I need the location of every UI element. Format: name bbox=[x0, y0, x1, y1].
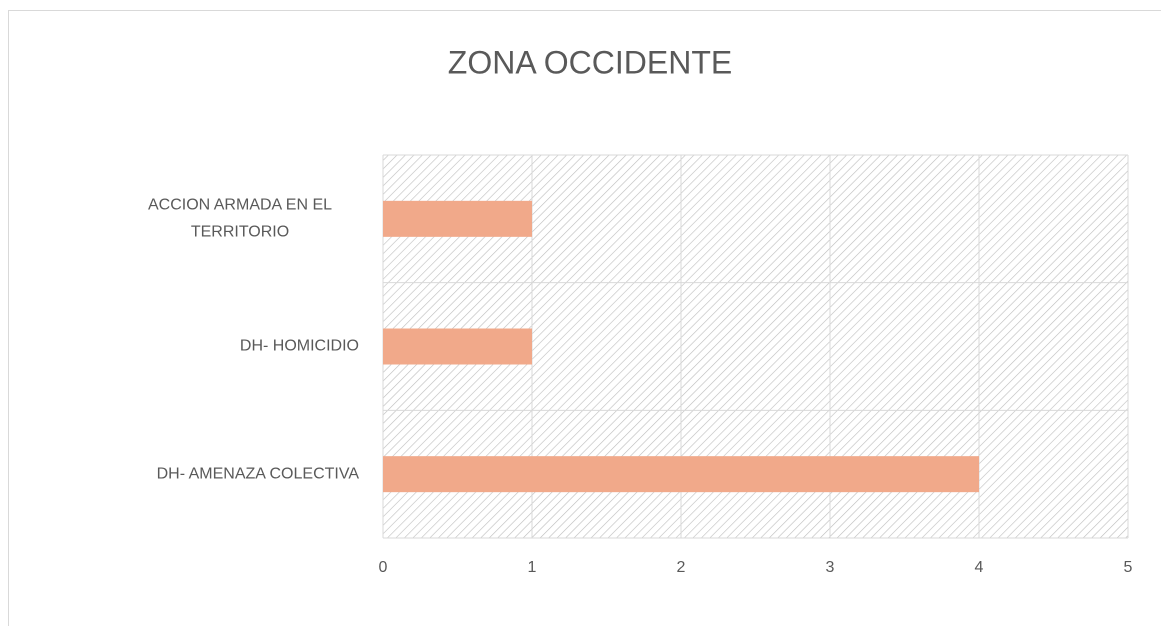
y-tick-label: DH- AMENAZA COLECTIVA bbox=[157, 465, 360, 482]
x-tick-label: 5 bbox=[1124, 559, 1133, 576]
x-tick-label: 3 bbox=[826, 559, 835, 576]
chart-frame bbox=[8, 10, 1161, 626]
y-tick-label: ACCION ARMADA EN EL TERRITORIO bbox=[148, 197, 332, 241]
bar bbox=[383, 456, 979, 493]
x-tick-label: 1 bbox=[528, 559, 537, 576]
chart-title: ZONA OCCIDENTE bbox=[448, 44, 732, 80]
x-tick-label: 2 bbox=[677, 559, 686, 576]
x-tick-label: 4 bbox=[975, 559, 984, 576]
x-tick-label: 0 bbox=[379, 559, 388, 576]
y-tick-label: DH- HOMICIDIO bbox=[240, 338, 359, 355]
bar bbox=[383, 200, 532, 237]
bar bbox=[383, 328, 532, 365]
